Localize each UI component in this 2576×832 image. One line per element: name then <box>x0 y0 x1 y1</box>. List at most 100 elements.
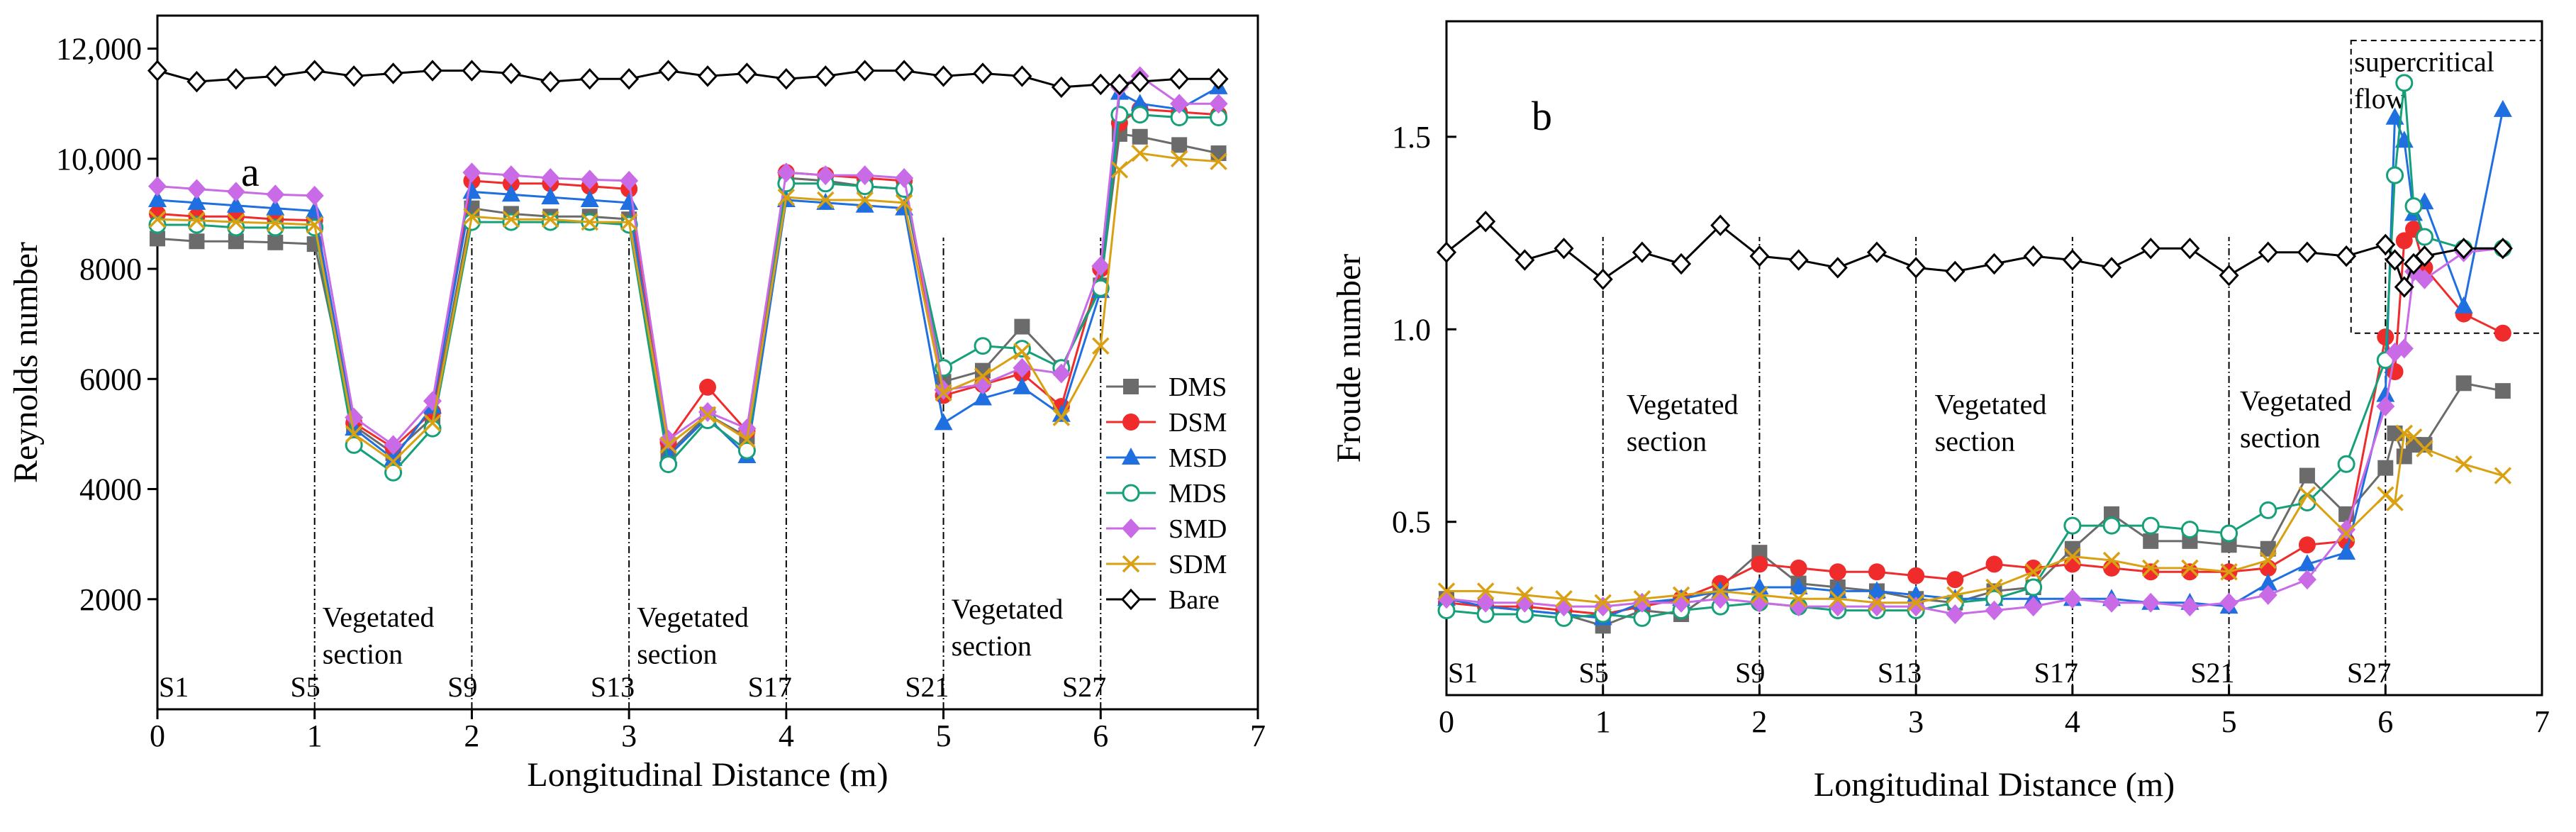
a-legend: DMS DSM MSD MDS SMD SDM Bare <box>1106 372 1227 615</box>
b-dsm-point <box>1868 563 1885 581</box>
a-x-tick-label: 0 <box>150 719 165 753</box>
legend-label-sdm: SDM <box>1169 550 1227 579</box>
b-mds-point <box>1633 609 1651 627</box>
a-sdm-point <box>856 191 874 209</box>
a-annotation-text: Vegetated <box>637 601 749 633</box>
a-sdm-point <box>502 210 520 228</box>
a-bare-point <box>1091 73 1111 96</box>
a-msd-point <box>305 201 324 218</box>
b-sdm-point-stroke-b <box>2102 551 2121 570</box>
b-sdm-point <box>2395 424 2414 443</box>
b-section-label: S9 <box>1735 657 1765 689</box>
b-bare-point <box>1984 253 2005 275</box>
legend-label-msd: MSD <box>1169 443 1227 473</box>
b-bare-point <box>1827 257 1848 279</box>
b-bare-point <box>1632 241 1652 263</box>
a-dms-point <box>228 233 244 250</box>
b-sdm-point-stroke-b <box>1868 594 1886 611</box>
b-msd-point <box>2376 384 2395 402</box>
a-sdm-point <box>345 425 363 443</box>
a-smd-point <box>816 165 835 186</box>
b-sdm-point-stroke-b <box>2395 424 2414 443</box>
b-smd-point <box>1515 592 1534 613</box>
b-series-bare <box>1436 211 2513 298</box>
b-mds-point <box>2220 524 2238 543</box>
b-sdm-point-stroke-b <box>1946 586 1964 604</box>
b-mds-point <box>2415 228 2433 246</box>
a-smd-point <box>1013 357 1032 378</box>
b-smd-point <box>1828 597 1847 617</box>
a-msd-point <box>855 195 874 213</box>
a-smd-point <box>541 167 560 188</box>
b-bare-point <box>2258 241 2278 263</box>
a-sdm-point-stroke-b <box>502 210 520 228</box>
a-annotation-text: Vegetated <box>323 601 435 633</box>
b-dsm-point <box>2024 559 2042 577</box>
a-mds-point <box>541 213 559 231</box>
b-smd-point <box>2102 592 2121 613</box>
b-annotation-text: section <box>1935 426 2015 457</box>
b-sdm-point <box>1985 578 2003 597</box>
a-smd-point <box>855 165 874 186</box>
b-sdm-point <box>2416 440 2433 457</box>
b-sdm-point-stroke-b <box>1555 590 1573 608</box>
b-bare-point <box>2385 249 2405 271</box>
b-sdm-point <box>1868 594 1886 611</box>
b-smd-point <box>2141 592 2160 613</box>
a-y-tick-label: 12,000 <box>56 32 142 67</box>
b-supercritical-box <box>2350 40 2543 334</box>
legend-label-dsm: DSM <box>1169 408 1227 438</box>
b-sdm-point <box>2455 455 2472 473</box>
a-bare-point <box>462 60 482 82</box>
a-sdm-point <box>698 406 717 423</box>
b-sdm-point <box>1633 590 1651 608</box>
a-x-tick-label: 7 <box>1250 719 1266 753</box>
a-smd-point <box>620 170 639 191</box>
a-bare-point <box>697 65 718 87</box>
a-y-tick-label: 10,000 <box>56 142 142 177</box>
a-bare-point <box>501 62 521 84</box>
a-smd-point <box>1052 363 1071 384</box>
a-sdm-point-stroke-b <box>306 216 323 234</box>
a-sdm-point-stroke-b <box>1131 144 1149 162</box>
b-bare-point <box>1515 249 1535 271</box>
legend-marker-bare <box>1120 588 1142 611</box>
a-dms-point <box>150 231 165 247</box>
a-sdm-point-stroke-b <box>581 213 598 231</box>
b-x-tick-label: 1 <box>1595 704 1611 739</box>
b-dms-point <box>2416 437 2433 453</box>
b-bare-point <box>2414 245 2435 267</box>
a-bare-point <box>225 68 246 90</box>
a-x-tick-label: 4 <box>779 719 794 753</box>
b-msd-point <box>2337 543 2356 560</box>
a-dms-point <box>267 234 284 250</box>
b-sdm-point-stroke-b <box>1672 586 1690 604</box>
a-x-tick-label: 1 <box>307 719 323 753</box>
a-mds-point <box>1131 106 1149 124</box>
a-bare-point <box>776 68 796 90</box>
b-sdm-point-stroke-b <box>2141 559 2160 577</box>
b-bare-point <box>2062 249 2082 271</box>
a-sdm-point-stroke-b <box>738 431 756 448</box>
a-msd-point <box>187 192 206 210</box>
b-bare-point <box>1788 249 1809 271</box>
b-dms-point <box>2494 383 2511 399</box>
a-bare-point <box>1051 76 1071 99</box>
a-dms-point <box>189 233 205 250</box>
b-dsm-point <box>2181 563 2199 581</box>
b-sdm-point-stroke-b <box>2259 551 2277 570</box>
b-sdm-point <box>1594 594 1612 611</box>
a-bare-point <box>933 65 954 87</box>
a-dms-point <box>1132 128 1148 145</box>
b-sdm-point <box>1516 586 1534 604</box>
b-sdm-point-stroke-b <box>1712 582 1729 600</box>
b-section-label: S13 <box>1878 657 1922 689</box>
b-bare-point <box>2180 238 2200 260</box>
a-sdm-point <box>1013 343 1031 360</box>
a-bare-point <box>1130 70 1150 93</box>
b-sdm-point-stroke-b <box>2298 486 2316 504</box>
b-dsm-point <box>1907 567 1925 584</box>
b-dms-point <box>1751 545 1768 561</box>
b-sdm-point-stroke-b <box>1437 582 1456 600</box>
